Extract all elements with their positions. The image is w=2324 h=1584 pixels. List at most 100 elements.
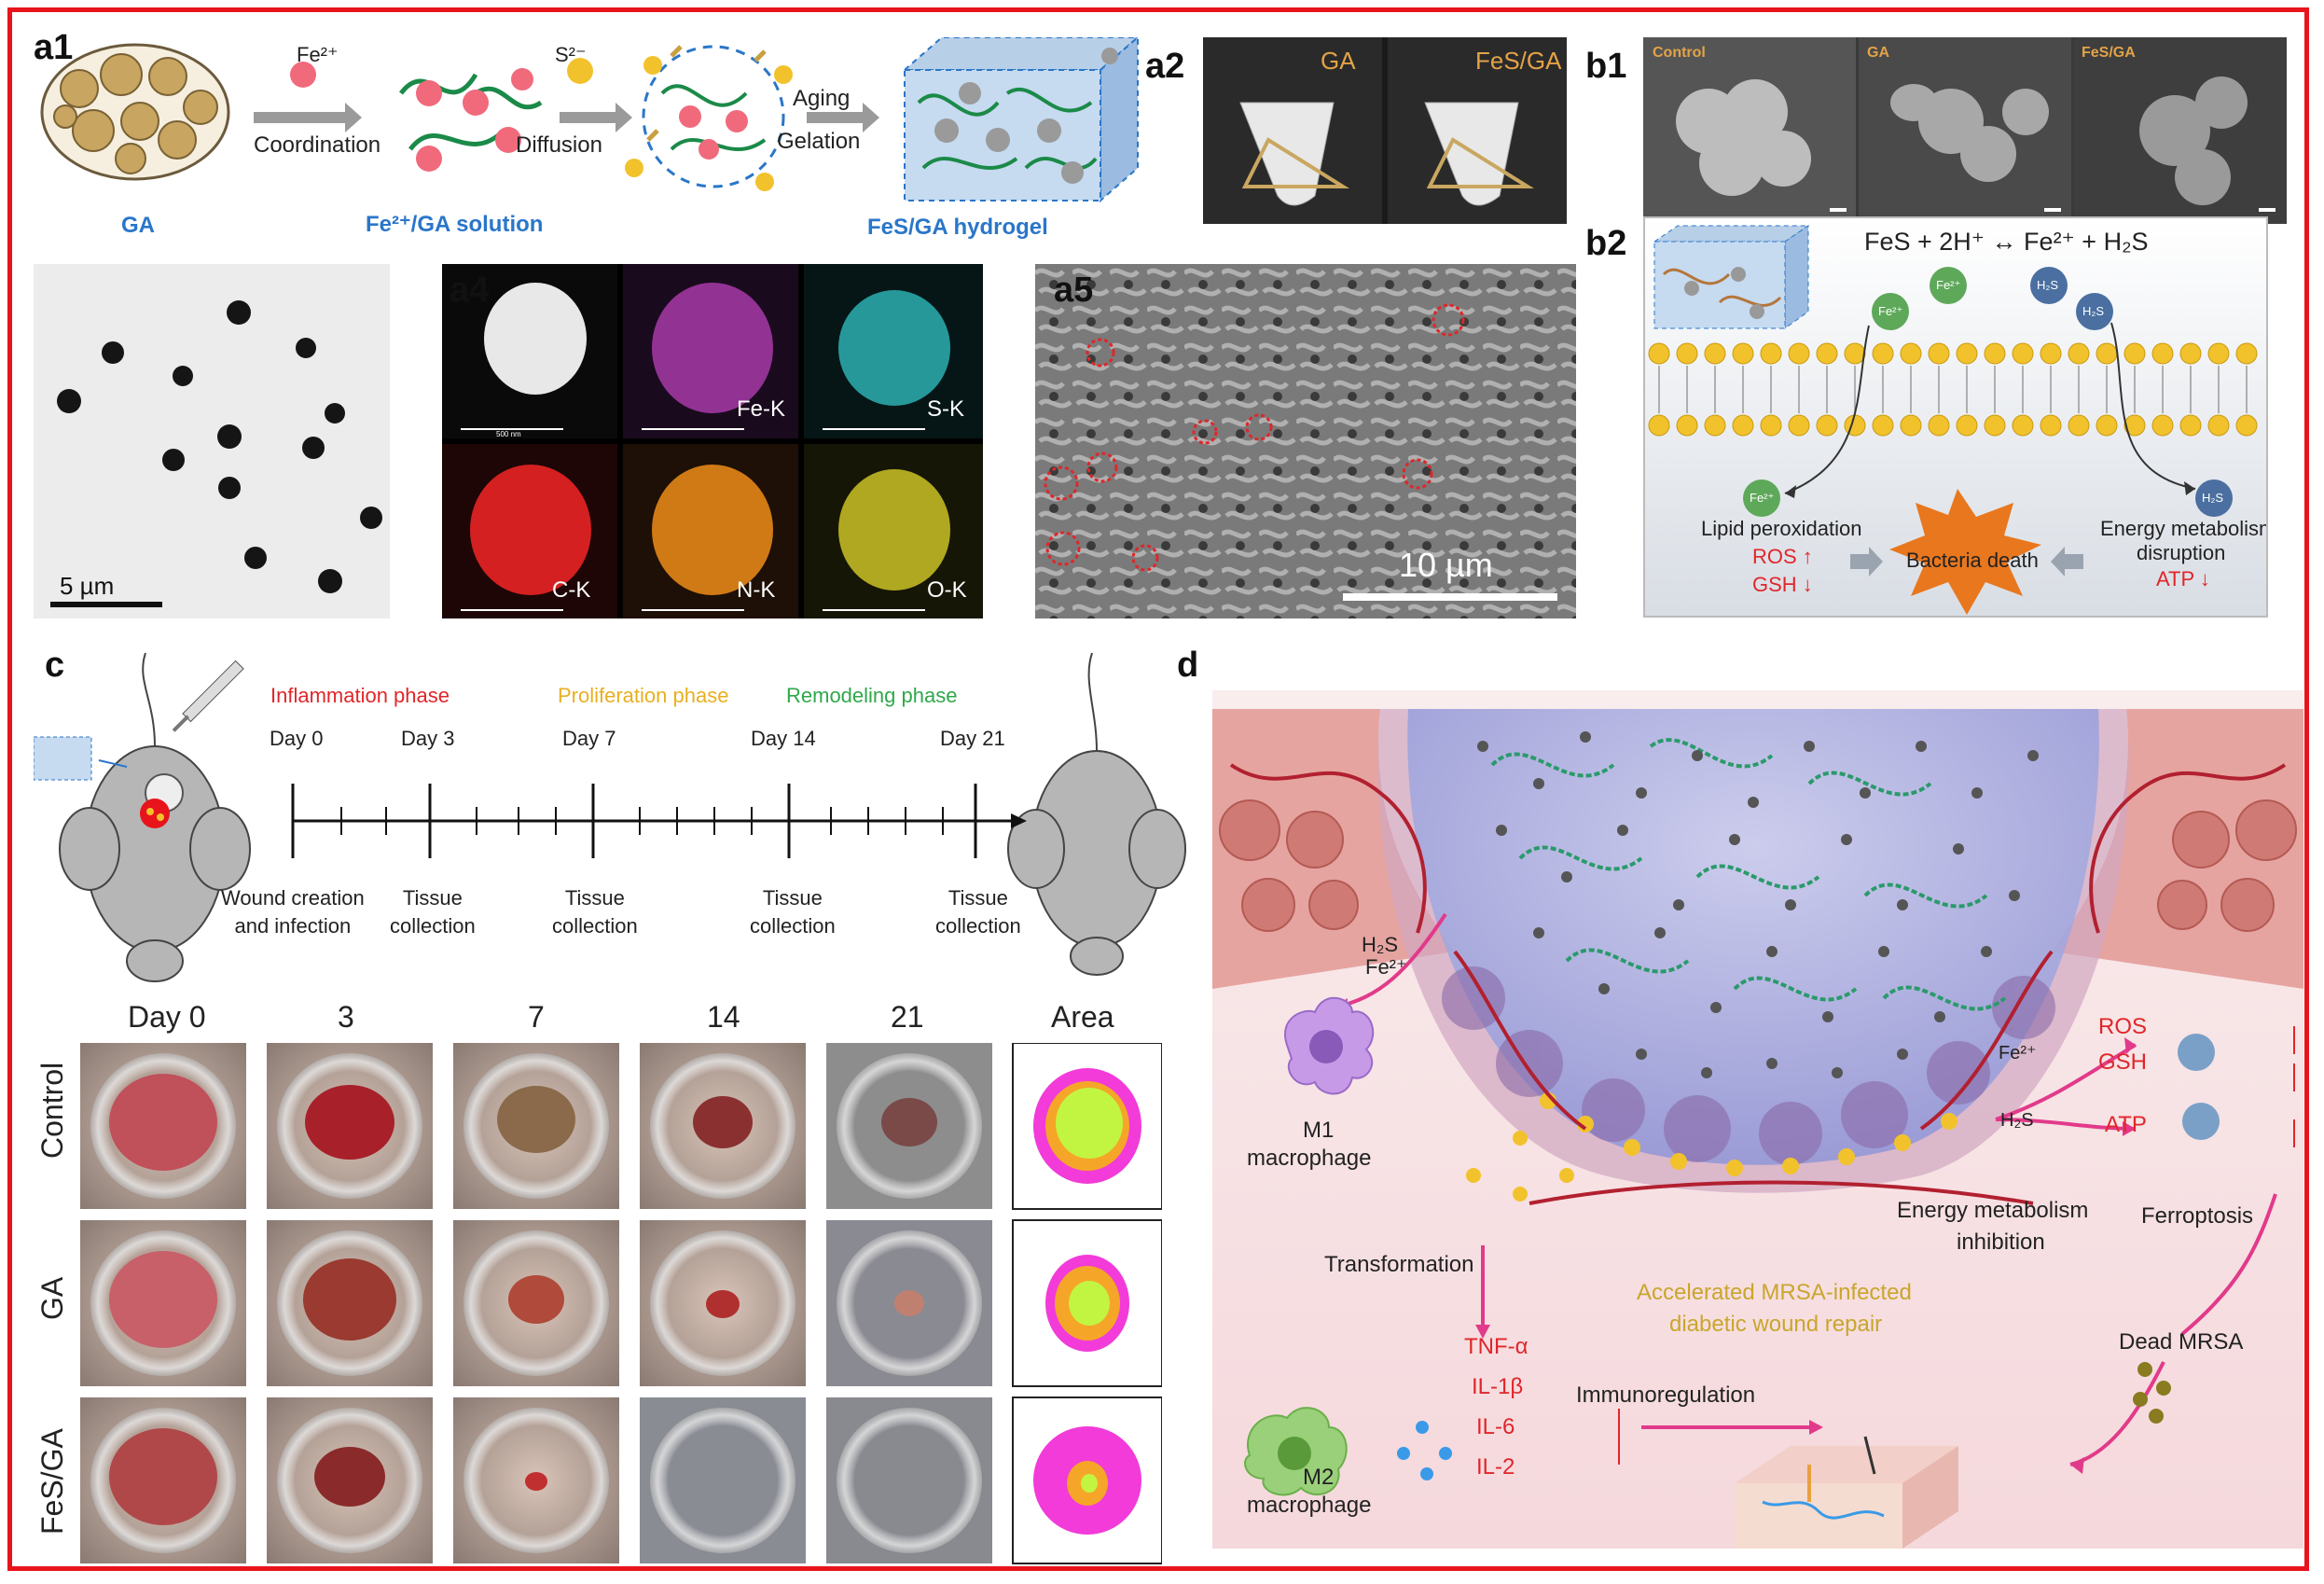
a4-tile-label-fe: Fe-K — [737, 396, 786, 422]
panel-label-b2: b2 — [1585, 224, 1627, 263]
c-day-0: Day 0 — [270, 727, 324, 750]
d-immunoregulation-label: Immunoregulation — [1576, 1383, 1756, 1408]
c-row-fesga: FeS/GA — [35, 1428, 69, 1535]
c-day-3: Day 3 — [401, 727, 455, 750]
mouse-left — [59, 745, 251, 982]
c-event-1: Tissue collection — [390, 886, 476, 938]
d-m2-label-2: macrophage — [1247, 1493, 1372, 1518]
panel-label-a1: a1 — [34, 28, 74, 67]
a1-s-label: S²⁻ — [555, 43, 587, 66]
a3-scale-label: 5 µm — [60, 572, 115, 600]
skin-icon — [1735, 1436, 1958, 1549]
b2-atp-label: ATP ↓ — [2156, 567, 2210, 591]
d-gsh-label: GSH — [2098, 1049, 2148, 1075]
m2-macrophage — [1244, 1407, 1348, 1496]
arrow-aging — [807, 103, 879, 132]
s-ion-icon — [567, 58, 593, 84]
d-fe-label-2: Fe²⁺ — [1999, 1043, 2037, 1063]
c-event-4-line2: collection — [935, 914, 1021, 938]
c-timeline — [34, 652, 1186, 982]
b2-gsh-label: GSH ↓ — [1752, 573, 1813, 596]
d-ferroptosis-label: Ferroptosis — [2141, 1203, 2254, 1229]
a3-tem: 5 µm — [34, 264, 390, 618]
c-row2-photos — [80, 1219, 1162, 1387]
b2-mechanism: FeS + 2H⁺ ↔ Fe²⁺ + H₂S Fe²⁺ Fe²⁺ H₂S H₂S… — [1643, 216, 2268, 618]
d-cytokine-3: IL-2 — [1476, 1454, 1515, 1480]
d-accelerated-label-1: Accelerated MRSA-infected — [1637, 1280, 1912, 1305]
b2-energy-label-2: disruption — [2137, 541, 2226, 564]
a1-hydrogel-label: FeS/GA hydrogel — [867, 215, 1048, 240]
d-h2s-label-2: H₂S — [2000, 1110, 2034, 1131]
a2-ga-label: GA — [1321, 47, 1356, 75]
b2-fe-icon-1: Fe²⁺ — [1878, 304, 1903, 318]
a4-tile-label-c: C-K — [552, 577, 591, 603]
a1-diffusion-label: Diffusion — [516, 132, 602, 158]
panel-label-d: d — [1177, 646, 1199, 685]
a1-coordination-label: Coordination — [254, 132, 381, 158]
c-event-0-line2: and infection — [234, 914, 352, 938]
panel-label-b1: b1 — [1585, 47, 1627, 86]
a4-tile-label-s: S-K — [927, 396, 965, 422]
a2-photo: GA FeS/GA — [1203, 37, 1567, 224]
a1-scheme — [40, 37, 1140, 203]
panel-label-a4: a4 — [450, 271, 490, 310]
d-ros-label: ROS — [2098, 1014, 2148, 1039]
d-energy-label-2: inhibition — [1957, 1230, 2045, 1255]
d-wound-schematic — [1212, 690, 2303, 1549]
c-event-0: Wound creation and infection — [221, 886, 365, 938]
d-cytokine-1: IL-1β — [1472, 1374, 1524, 1399]
a5-scale-label: 10 µm — [1399, 546, 1493, 584]
arrow-coordination — [254, 103, 362, 132]
c-col-7: 7 — [528, 1000, 545, 1034]
a4-tile-label-n: N-K — [737, 577, 776, 603]
c-row3-photos — [80, 1396, 1162, 1564]
b1-control-label: Control — [1653, 45, 1706, 61]
b2-equation: FeS + 2H⁺ ↔ Fe²⁺ + H₂S — [1864, 228, 2149, 256]
figure-frame — [7, 7, 2309, 1571]
b2-h2s-icon-2: H₂S — [2082, 304, 2105, 318]
c-row-control: Control — [35, 1062, 69, 1159]
c-col-area: Area — [1051, 1000, 1114, 1034]
a1-aging-label: Aging — [793, 86, 851, 111]
c-event-4-line1: Tissue — [948, 886, 1008, 910]
panel-label-c: c — [45, 646, 65, 685]
a2-fesga-label: FeS/GA — [1475, 47, 1562, 75]
a1-ga-label: GA — [121, 213, 155, 238]
arrow-diffusion — [560, 103, 632, 132]
c-row-ga: GA — [35, 1276, 69, 1320]
a4-tile-label-o: O-K — [927, 577, 967, 603]
d-m1-label-1: M1 — [1303, 1118, 1335, 1143]
c-event-1-line1: Tissue — [402, 886, 463, 910]
a4-eds-maps: Fe-K S-K C-K N-K O-K 500 nm — [442, 264, 983, 618]
panel-label-a5: a5 — [1054, 271, 1094, 310]
d-accelerated-label-2: diabetic wound repair — [1669, 1312, 1883, 1337]
c-event-3-line1: Tissue — [762, 886, 823, 910]
a4-scale-text: 500 nm — [496, 430, 521, 438]
d-m1-label-2: macrophage — [1247, 1146, 1372, 1171]
b2-h2s-icon-1: H₂S — [2037, 278, 2059, 292]
c-phase-inflammation: Inflammation phase — [270, 684, 450, 707]
diffusion-circle — [642, 45, 785, 188]
c-row1-photos — [80, 1043, 1162, 1210]
d-atp-label: ATP — [2105, 1112, 2147, 1137]
c-phase-proliferation: Proliferation phase — [558, 684, 729, 707]
a1-solution-label: Fe²⁺/GA solution — [366, 212, 544, 237]
c-event-0-line1: Wound creation — [221, 886, 365, 910]
b1-sem: Control GA FeS/GA — [1643, 37, 2287, 224]
d-energy-label-1: Energy metabolism — [1897, 1198, 2089, 1223]
b2-death-label: Bacteria death — [1906, 549, 2039, 572]
c-col-3: 3 — [338, 1000, 354, 1034]
d-cytokine-0: TNF-α — [1464, 1334, 1529, 1359]
panel-label-a2: a2 — [1145, 47, 1185, 86]
c-day-7: Day 7 — [562, 727, 616, 750]
b2-energy-label-1: Energy metabolism — [2100, 517, 2268, 540]
c-phase-remodeling: Remodeling phase — [786, 684, 958, 707]
c-day-14: Day 14 — [751, 727, 816, 750]
c-col-21: 21 — [891, 1000, 924, 1034]
c-event-3-line2: collection — [750, 914, 836, 938]
c-event-2-line1: Tissue — [564, 886, 625, 910]
mouse-right — [1007, 750, 1186, 976]
b2-lipid-label: Lipid peroxidation — [1701, 517, 1862, 540]
a5-sem: 10 µm — [1035, 264, 1576, 618]
fe-ion-icon — [290, 62, 316, 88]
